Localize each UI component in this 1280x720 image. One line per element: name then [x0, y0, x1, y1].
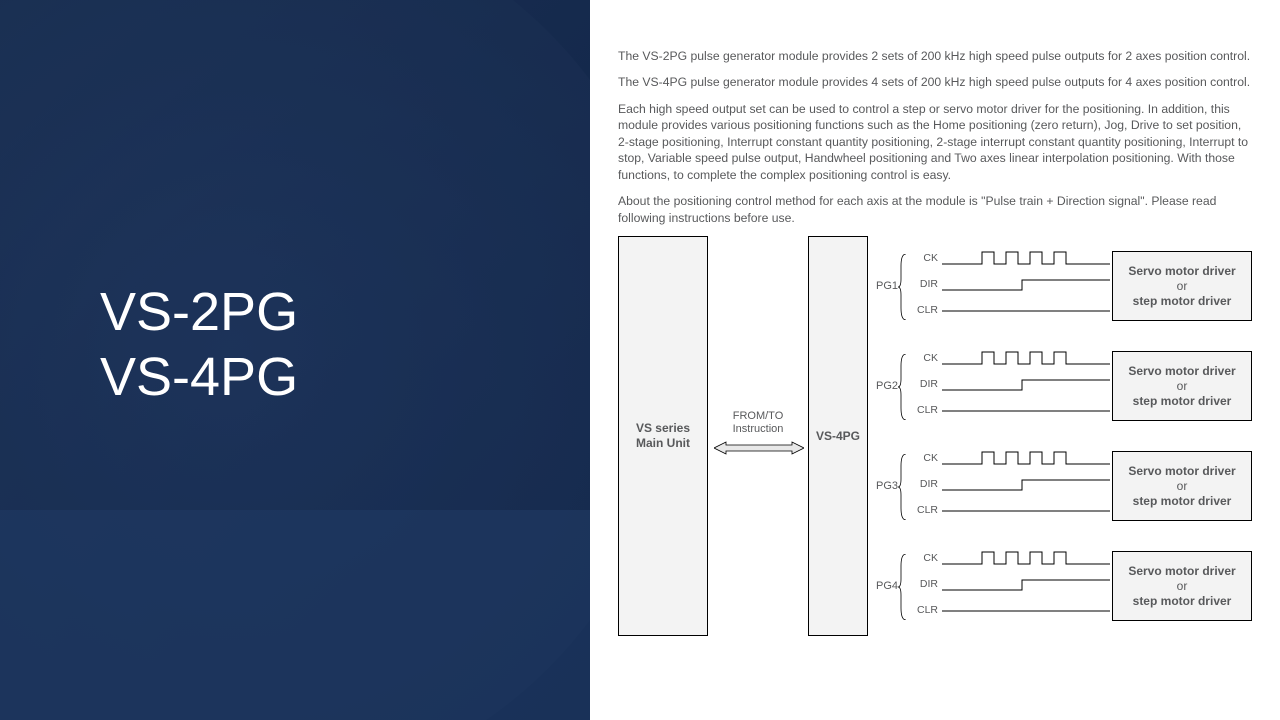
signal-clr: CLR CLR: [910, 500, 1110, 522]
flat-line-icon: [942, 400, 1110, 422]
module-label: VS-4PG: [816, 429, 860, 443]
paragraph-3: Each high speed output set can be used t…: [618, 101, 1252, 183]
title-line-1: VS-2PG: [100, 280, 298, 345]
title-line-2: VS-4PG: [100, 345, 298, 410]
content-panel: The VS-2PG pulse generator module provid…: [590, 0, 1280, 720]
module-box: VS-4PG: [808, 236, 868, 636]
main-unit-label-1: VS series: [636, 421, 690, 435]
step-signal-icon: [942, 474, 1110, 496]
pg-label-1: PG1: [876, 280, 898, 292]
pulse-train-icon: [942, 548, 1110, 570]
step-signal-icon: [942, 574, 1110, 596]
flat-line-icon: [942, 500, 1110, 522]
pg-group-3: PG3 CK CK DIR DIR CLR CLR: [870, 446, 1112, 528]
signal-dir: DIR DIR: [910, 474, 1110, 496]
flat-line-icon: [942, 300, 1110, 322]
brace-icon: [898, 554, 908, 620]
pg-group-4: PG4 CK CK DIR DIR CLR CLR: [870, 546, 1112, 628]
brace-icon: [898, 454, 908, 520]
main-unit-label-2: Main Unit: [636, 436, 690, 450]
pg-label-4: PG4: [876, 580, 898, 592]
pg-group-1: PG1 CK CK DIR DIR CLR CLR: [870, 246, 1112, 328]
step-signal-icon: [942, 374, 1110, 396]
signal-clr: CLR CLR: [910, 400, 1110, 422]
paragraph-4: About the positioning control method for…: [618, 193, 1252, 226]
paragraph-1: The VS-2PG pulse generator module provid…: [618, 48, 1252, 64]
flat-line-icon: [942, 600, 1110, 622]
pg-group-2: PG2 CK CK DIR DIR CLR CLR: [870, 346, 1112, 428]
signal-clr: CLR CLR: [910, 600, 1110, 622]
driver-box-1: Servo motor driver or step motor driver: [1112, 251, 1252, 321]
pulse-train-icon: [942, 248, 1110, 270]
decorative-band: [0, 510, 590, 720]
main-unit-box: VS series Main Unit: [618, 236, 708, 636]
conn-label-2: Instruction: [733, 423, 784, 435]
signal-ck: CK CK: [910, 348, 1110, 370]
step-signal-icon: [942, 274, 1110, 296]
driver-box-4: Servo motor driver or step motor driver: [1112, 551, 1252, 621]
signal-ck: CK CK: [910, 548, 1110, 570]
conn-label-1: FROM/TO: [733, 410, 784, 422]
left-title-panel: VS-2PG VS-4PG: [0, 0, 590, 720]
pulse-train-icon: [942, 448, 1110, 470]
block-diagram: VS series Main Unit FROM/TO Instruction …: [618, 236, 1252, 636]
connection-label: FROM/TO Instruction: [716, 410, 800, 436]
signal-dir: DIR DIR: [910, 374, 1110, 396]
pulse-train-icon: [942, 348, 1110, 370]
brace-icon: [898, 354, 908, 420]
slide-title: VS-2PG VS-4PG: [100, 280, 298, 410]
driver-box-3: Servo motor driver or step motor driver: [1112, 451, 1252, 521]
signal-dir: DIR DIR: [910, 274, 1110, 296]
signal-dir: DIR DIR: [910, 574, 1110, 596]
pg-label-3: PG3: [876, 480, 898, 492]
driver-box-2: Servo motor driver or step motor driver: [1112, 351, 1252, 421]
paragraph-2: The VS-4PG pulse generator module provid…: [618, 74, 1252, 90]
signal-ck: CK CK: [910, 448, 1110, 470]
pg-label-2: PG2: [876, 380, 898, 392]
bidirectional-arrow-icon: [714, 441, 804, 455]
signal-clr: CLR CLR: [910, 300, 1110, 322]
brace-icon: [898, 254, 908, 320]
signal-ck: CK CK: [910, 248, 1110, 270]
